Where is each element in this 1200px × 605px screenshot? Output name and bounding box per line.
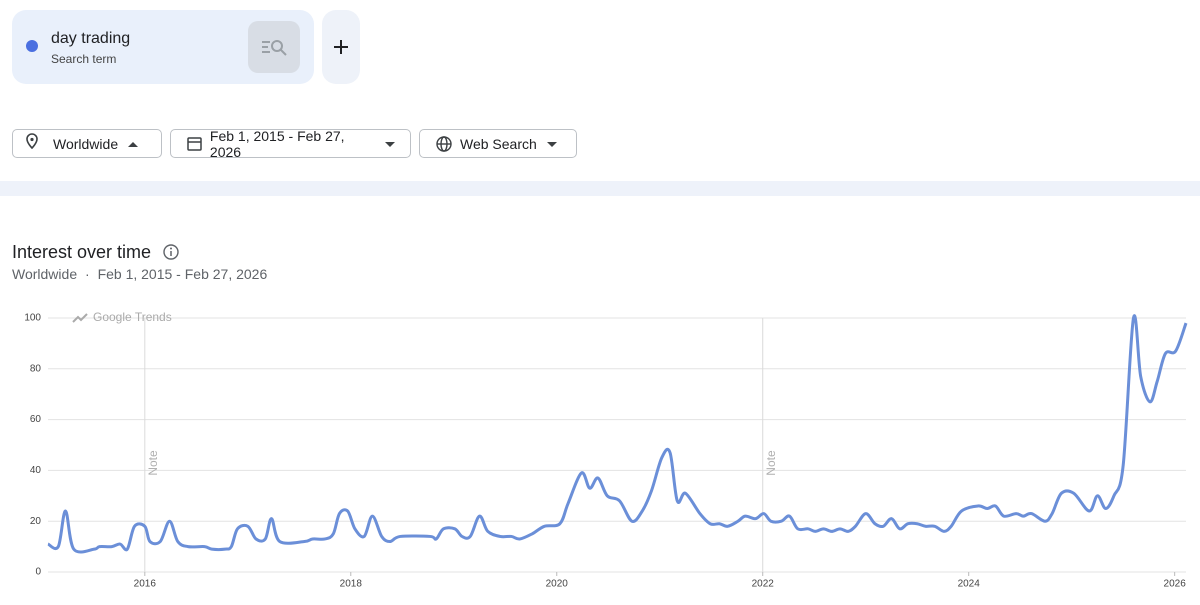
date-label: Feb 1, 2015 - Feb 27, 2026	[209, 127, 345, 160]
calendar-icon	[187, 137, 202, 151]
caret-down	[546, 142, 557, 147]
caret-down	[384, 142, 395, 147]
search-term-card[interactable]: day trading Search term	[12, 10, 314, 84]
y-tick-label: 60	[30, 414, 42, 425]
section-title: Interest over time	[12, 242, 152, 262]
subtitle-range: Feb 1, 2015 - Feb 27, 2026	[97, 266, 268, 282]
info-icon[interactable]	[160, 242, 182, 264]
subtitle-region: Worldwide	[12, 266, 78, 282]
property-dropdown[interactable]: Web Search	[419, 129, 577, 158]
note-label: Note	[146, 450, 160, 476]
x-tick-label: 2024	[958, 579, 981, 590]
x-tick-label: 2022	[752, 579, 775, 590]
globe-icon	[436, 136, 452, 152]
caret-up	[128, 142, 139, 147]
compare-icon	[262, 40, 287, 56]
add-term-button[interactable]	[322, 10, 360, 84]
x-tick-label: 2026	[1164, 579, 1187, 590]
x-tick-label: 2018	[340, 579, 363, 590]
plus-icon	[334, 40, 348, 54]
note-label: Note	[764, 450, 778, 476]
divider-band	[0, 181, 1200, 196]
series-line	[47, 314, 1188, 554]
y-tick-label: 100	[24, 313, 41, 324]
y-tick-label: 20	[30, 516, 42, 527]
series-dot	[26, 40, 38, 52]
location-dropdown[interactable]: Worldwide	[12, 129, 162, 158]
date-dropdown[interactable]: Feb 1, 2015 - Feb 27, 2026	[170, 127, 411, 160]
section-subtitle: Worldwide · Feb 1, 2015 - Feb 27, 2026	[12, 266, 267, 282]
y-tick-label: 0	[35, 567, 41, 578]
pin-icon	[26, 133, 38, 150]
x-tick-label: 2020	[546, 579, 569, 590]
y-tick-label: 80	[30, 363, 42, 374]
subtitle-separator: ·	[85, 266, 90, 282]
x-tick-label: 2016	[134, 579, 157, 590]
property-label: Web Search	[460, 135, 537, 152]
y-tick-label: 40	[30, 465, 42, 476]
compare-button[interactable]	[248, 21, 300, 73]
search-term-name: day trading	[51, 30, 131, 47]
search-term-subtitle: Search term	[51, 52, 117, 66]
location-label: Worldwide	[53, 135, 119, 152]
watermark-icon	[72, 313, 88, 323]
watermark: Google Trends	[93, 310, 172, 324]
